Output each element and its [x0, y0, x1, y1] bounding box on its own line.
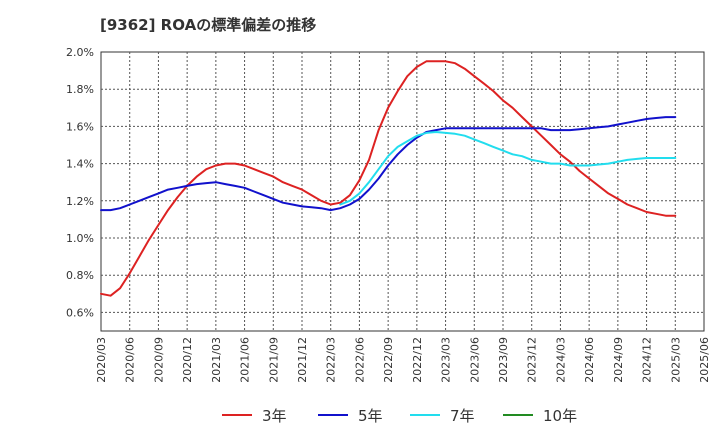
x-tick-label: 2022/12	[411, 337, 424, 383]
legend-item: 5年	[318, 400, 383, 430]
legend-item: 3年	[222, 400, 287, 430]
y-tick-label: 0.8%	[66, 269, 94, 282]
legend-swatch	[222, 414, 252, 416]
x-tick-label: 2024/12	[641, 337, 654, 383]
series-line-3年	[100, 60, 677, 297]
x-tick-label: 2025/06	[698, 337, 711, 383]
x-tick-label: 2020/12	[181, 337, 194, 383]
x-tick-label: 2024/03	[554, 337, 567, 383]
x-tick-label: 2021/06	[239, 337, 252, 383]
legend: 3年 5年 7年 10年	[0, 400, 720, 430]
y-tick-label: 1.2%	[66, 195, 94, 208]
y-tick-label: 1.6%	[66, 120, 94, 133]
x-tick-label: 2022/06	[353, 337, 366, 383]
x-tick-label: 2023/09	[497, 337, 510, 383]
legend-item: 7年	[410, 400, 475, 430]
x-tick-label: 2021/09	[267, 337, 280, 383]
series-line-5年	[100, 116, 677, 212]
x-tick-label: 2021/12	[296, 337, 309, 383]
x-tick-label: 2020/09	[152, 337, 165, 383]
legend-swatch	[503, 414, 533, 416]
legend-swatch	[318, 414, 348, 416]
x-tick-label: 2021/03	[210, 337, 223, 383]
plot-area	[100, 51, 705, 332]
x-tick-label: 2024/09	[612, 337, 625, 383]
x-tick-label: 2022/09	[382, 337, 395, 383]
x-tick-label: 2023/06	[468, 337, 481, 383]
y-tick-label: 1.8%	[66, 83, 94, 96]
y-tick-label: 0.6%	[66, 306, 94, 319]
legend-label: 3年	[262, 406, 287, 425]
x-tick-label: 2022/03	[325, 337, 338, 383]
x-tick-label: 2020/06	[124, 337, 137, 383]
y-axis-ticks: 2.0% 1.8% 1.6% 1.4% 1.2% 1.0% 0.8% 0.6%	[66, 46, 94, 319]
x-tick-label: 2024/06	[583, 337, 596, 383]
legend-item: 10年	[503, 400, 577, 430]
grid	[101, 52, 704, 331]
y-tick-label: 1.4%	[66, 158, 94, 171]
x-tick-label: 2025/03	[669, 337, 682, 383]
legend-label: 7年	[450, 406, 475, 425]
legend-label: 5年	[358, 406, 383, 425]
series-line-7年	[339, 131, 677, 206]
legend-swatch	[410, 414, 440, 416]
y-tick-label: 2.0%	[66, 46, 94, 59]
x-tick-label: 2023/03	[440, 337, 453, 383]
legend-label: 10年	[543, 406, 578, 425]
x-tick-label: 2023/12	[526, 337, 539, 383]
x-axis-ticks: 2020/03 2020/06 2020/09 2020/12 2021/03 2021/…	[95, 337, 711, 383]
series-lines	[100, 60, 677, 297]
x-tick-label: 2020/03	[95, 337, 108, 383]
y-tick-label: 1.0%	[66, 232, 94, 245]
chart-title: [9362] ROAの標準偏差の推移	[100, 16, 317, 34]
